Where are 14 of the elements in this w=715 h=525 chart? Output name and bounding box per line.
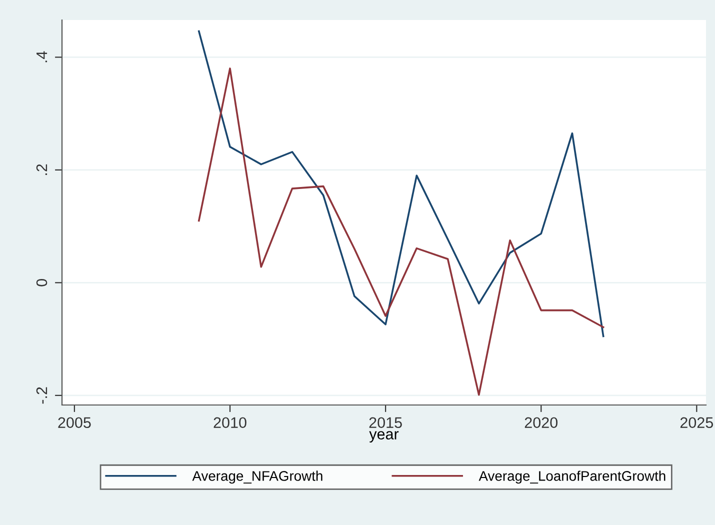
legend-label: Average_NFAGrowth bbox=[192, 470, 322, 484]
x-tick-label: 2010 bbox=[214, 417, 246, 428]
x-tick-label: 2020 bbox=[524, 417, 558, 428]
x-axis-title: year bbox=[369, 431, 399, 443]
line-series bbox=[198, 68, 604, 396]
x-tick-label: 2015 bbox=[369, 417, 402, 428]
y-tick-label: .4 bbox=[36, 51, 48, 62]
y-tick-label: .2 bbox=[36, 164, 48, 175]
line-series bbox=[198, 30, 604, 338]
x-tick-label: 2005 bbox=[58, 417, 91, 428]
legend-label: Average_LoanofParentGrowth bbox=[478, 470, 666, 484]
y-tick-label: 0 bbox=[36, 279, 48, 286]
y-tick-label: -.2 bbox=[36, 387, 48, 404]
x-tick-label: 2025 bbox=[680, 417, 714, 428]
